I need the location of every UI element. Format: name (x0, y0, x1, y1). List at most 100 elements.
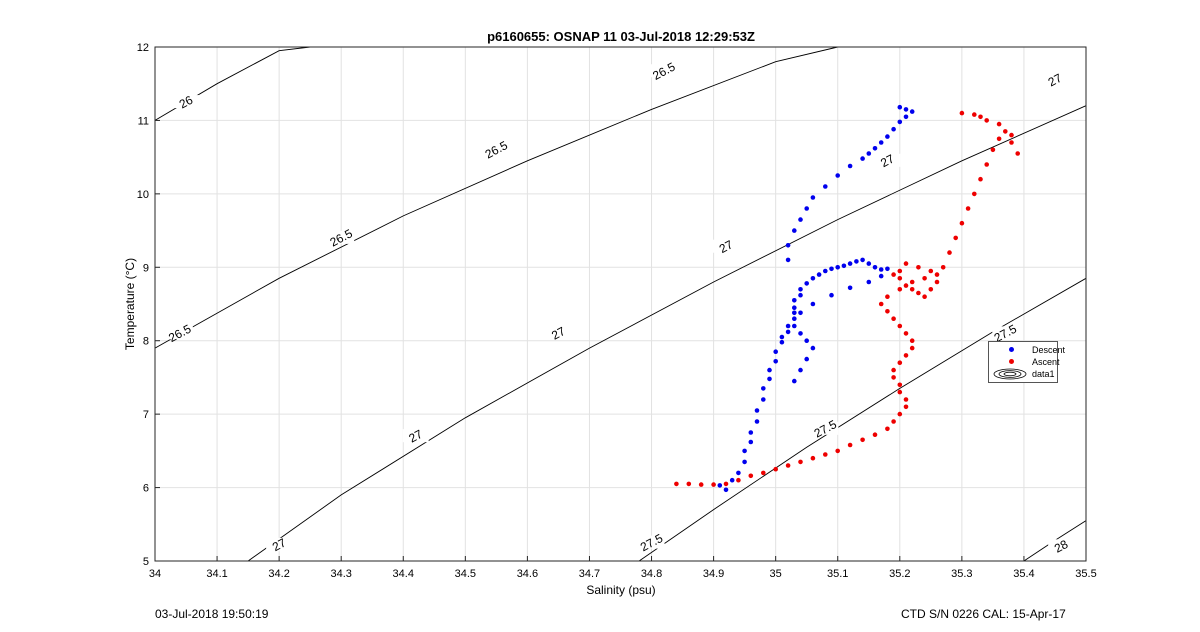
ascent-point (903, 331, 909, 336)
ascent-point (928, 287, 934, 292)
contour-label: 26 (177, 93, 196, 112)
density-contour-line (247, 105, 1087, 562)
ascent-point (922, 276, 927, 281)
ascent-point (761, 470, 766, 476)
ascent-point (972, 112, 977, 117)
descent-point (829, 292, 834, 298)
contour-label: 27.5 (812, 417, 839, 440)
contour-labels: 2626.526.526.526.527272727272727.527.527… (166, 59, 1075, 556)
ascent-point (723, 481, 729, 487)
chart-title: p6160655: OSNAP 11 03-Jul-2018 12:29:53Z (487, 29, 755, 44)
descent-point (798, 310, 803, 316)
legend: Descent Ascent data1 (988, 341, 1065, 383)
y-tick-label: 5 (143, 556, 149, 568)
contour-label: 27 (270, 535, 289, 554)
ascent-point (860, 437, 865, 443)
x-tick-label: 35.5 (1075, 568, 1096, 580)
contour-label: 27 (406, 427, 425, 446)
contour-label-bg (1041, 73, 1068, 87)
ascent-point (959, 110, 965, 116)
contour-label-bg (650, 64, 677, 78)
data-series (674, 104, 1020, 493)
x-tick-label: 35 (770, 568, 782, 580)
descent-point (798, 331, 803, 336)
x-tick-label: 34.6 (517, 568, 538, 580)
ascent-point (897, 268, 903, 274)
descent-point (860, 156, 865, 161)
ascent-point (686, 481, 692, 487)
contour-label: 27 (717, 237, 736, 256)
ascent-point (978, 176, 983, 182)
x-tick-label: 35.1 (827, 568, 848, 580)
x-tick-label: 34.7 (579, 568, 600, 580)
footer-timestamp: 03-Jul-2018 19:50:19 (155, 607, 269, 621)
ascent-point (909, 287, 915, 292)
density-contour-line (154, 46, 311, 121)
ascent-point (972, 191, 977, 197)
ascent-point (978, 114, 983, 120)
ascent-point (897, 276, 903, 281)
contour-label-bg (166, 326, 193, 340)
ascent-point (835, 448, 840, 454)
density-contours (154, 46, 1087, 562)
descent-point (754, 408, 760, 413)
contour-label-bg (328, 230, 355, 244)
ascent-point (885, 426, 890, 432)
x-tick-label: 35.3 (951, 568, 972, 580)
descent-point (736, 470, 741, 476)
descent-point (748, 430, 754, 435)
descent-point (792, 316, 797, 322)
ascent-point (965, 206, 971, 211)
descent-point (897, 104, 903, 110)
ascent-point (934, 279, 940, 285)
y-tick-label: 10 (137, 189, 149, 201)
contour-label: 27 (549, 324, 568, 343)
grid (154, 46, 1087, 562)
x-tick-label: 34.4 (393, 568, 414, 580)
descent-point (810, 276, 816, 281)
x-tick-label: 34.8 (641, 568, 662, 580)
contour-label-bg (173, 95, 200, 109)
ascent-point (909, 279, 915, 285)
ascent-point (872, 432, 878, 438)
ascent-point (897, 323, 903, 329)
descent-point (767, 376, 772, 382)
ascent-point (891, 367, 896, 373)
y-tick-label: 12 (137, 42, 149, 54)
ascent-point (984, 162, 989, 167)
descent-point (742, 459, 747, 465)
x-tick-label: 34.9 (703, 568, 724, 580)
ascent-point (953, 235, 958, 241)
y-ticks: 5 6 7 8 9 10 11 12 (137, 42, 160, 568)
ascent-point (891, 272, 896, 277)
x-tick-label: 34.3 (330, 568, 351, 580)
ascent-marker-icon (1009, 359, 1014, 364)
legend-item-data1: data1 (989, 368, 1057, 380)
descent-point (785, 243, 791, 248)
contour-label-bg (545, 326, 572, 340)
legend-label: Descent (1032, 345, 1066, 355)
descent-marker-icon (1009, 347, 1014, 352)
descent-point (779, 334, 785, 340)
descent-point (773, 359, 778, 364)
descent-point (847, 261, 853, 266)
descent-point (835, 265, 840, 270)
descent-point (804, 206, 809, 211)
x-tick-label: 34.5 (455, 568, 476, 580)
contour-label-bg (483, 142, 510, 156)
contour-label: 28 (1052, 537, 1071, 556)
footer-calibration: CTD S/N 0226 CAL: 15-Apr-17 (901, 607, 1066, 621)
ascent-point (897, 287, 903, 292)
ascent-point (897, 389, 903, 395)
descent-point (903, 107, 909, 112)
density-contour-line (154, 46, 838, 349)
descent-point (785, 257, 791, 263)
legend-label: data1 (1032, 369, 1055, 379)
descent-point (878, 273, 884, 279)
descent-point (878, 267, 884, 272)
descent-point (804, 356, 809, 362)
ascent-point (773, 466, 778, 472)
ascent-point (891, 375, 896, 380)
ascent-point (922, 294, 927, 300)
